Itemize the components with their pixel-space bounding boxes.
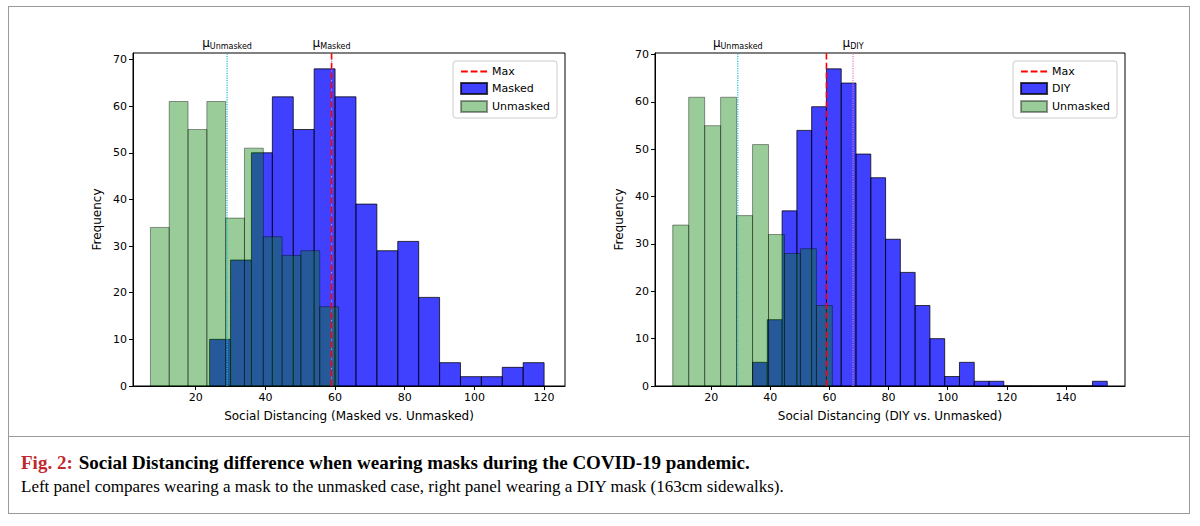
- svg-text:Unmasked: Unmasked: [210, 42, 252, 51]
- svg-text:μ: μ: [202, 36, 210, 50]
- svg-text:140: 140: [1055, 391, 1076, 404]
- svg-text:Unmasked: Unmasked: [721, 42, 763, 51]
- svg-text:0: 0: [642, 380, 649, 393]
- svg-text:80: 80: [398, 391, 412, 404]
- html-text:Left panel compares wearing a: Left panel compares wearing a mask to th…: [21, 477, 784, 496]
- svg-text:Max: Max: [492, 65, 515, 78]
- svg-text:70: 70: [113, 53, 127, 66]
- html-text:Fig. 2: Social Distancing diff: Fig. 2: Social Distancing difference whe…: [21, 452, 750, 473]
- svg-text:50: 50: [635, 143, 649, 156]
- svg-text:40: 40: [258, 391, 272, 404]
- svg-text:10: 10: [113, 333, 127, 346]
- svg-text:10: 10: [635, 332, 649, 345]
- svg-text:80: 80: [882, 391, 896, 404]
- svg-text:0: 0: [120, 380, 127, 393]
- svg-text:Social Distancing (DIY vs. Unm: Social Distancing (DIY vs. Unmasked): [778, 409, 1002, 423]
- svg-text:40: 40: [635, 190, 649, 203]
- svg-text:100: 100: [937, 391, 958, 404]
- svg-text:μ: μ: [312, 36, 321, 50]
- svg-text:100: 100: [464, 391, 485, 404]
- svg-text:120: 120: [534, 391, 555, 404]
- svg-text:Social Distancing (Masked vs.: Social Distancing (Masked vs. Unmasked): [224, 409, 474, 423]
- svg-text:DIY: DIY: [850, 42, 864, 51]
- svg-text:Unmasked: Unmasked: [492, 100, 550, 113]
- svg-text:60: 60: [822, 391, 836, 404]
- svg-text:40: 40: [763, 391, 777, 404]
- svg-text:μ: μ: [712, 36, 721, 50]
- svg-text:30: 30: [113, 240, 127, 253]
- svg-text:20: 20: [635, 285, 649, 298]
- svg-text:Frequency: Frequency: [90, 189, 104, 251]
- svg-text:120: 120: [996, 391, 1017, 404]
- svg-text:70: 70: [635, 48, 649, 61]
- svg-text:60: 60: [328, 391, 342, 404]
- svg-text:Unmasked: Unmasked: [1052, 100, 1110, 113]
- svg-text:60: 60: [635, 95, 649, 108]
- svg-text:20: 20: [113, 286, 127, 299]
- svg-text:60: 60: [113, 100, 127, 113]
- svg-text:Masked: Masked: [320, 42, 350, 51]
- svg-text:30: 30: [635, 237, 649, 250]
- svg-text:Masked: Masked: [492, 82, 534, 95]
- svg-text:μ: μ: [842, 36, 851, 50]
- svg-text:20: 20: [189, 391, 203, 404]
- svg-text:Frequency: Frequency: [612, 189, 626, 251]
- svg-text:50: 50: [113, 146, 127, 159]
- svg-text:40: 40: [113, 193, 127, 206]
- svg-text:Max: Max: [1052, 65, 1075, 78]
- svg-text:DIY: DIY: [1052, 82, 1071, 95]
- svg-text:20: 20: [704, 391, 718, 404]
